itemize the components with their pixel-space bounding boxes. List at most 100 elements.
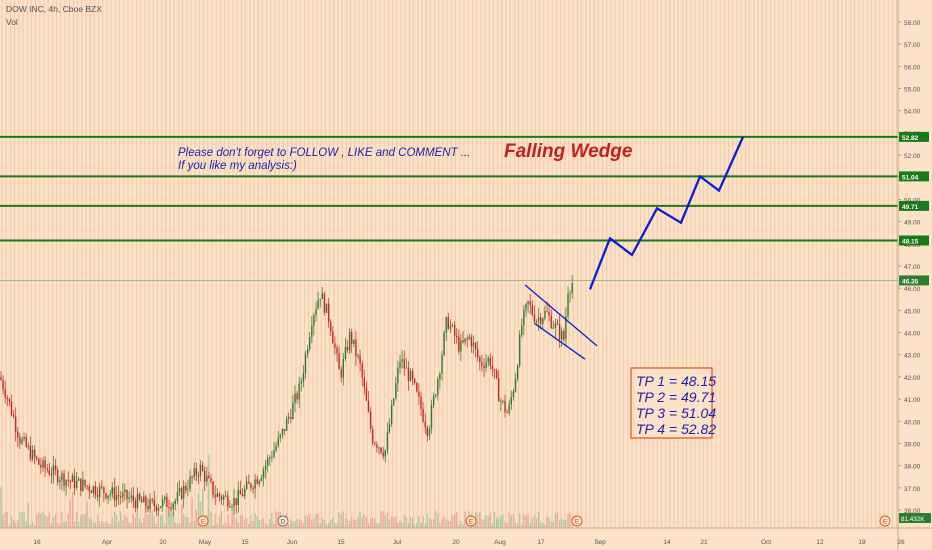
volume-bar [363, 514, 365, 528]
volume-bar [10, 516, 13, 528]
volume-bar [231, 512, 233, 528]
symbol-title: DOW INC, 4h, Cboe BZX [6, 4, 102, 14]
volume-bar [292, 521, 294, 528]
candle-body [424, 421, 426, 428]
candle-body [277, 437, 279, 446]
volume-label-text: 81.432K [901, 516, 925, 523]
volume-bar [487, 516, 489, 528]
volume-bar [15, 522, 17, 528]
y-tick-label: 57.00 [904, 42, 921, 49]
candle-body [69, 480, 71, 482]
candle-body [166, 496, 168, 507]
candle-body [164, 496, 166, 500]
tp4-label: TP 4 = 52.82 [636, 421, 716, 437]
volume-bar [19, 512, 21, 528]
candle-body [447, 317, 449, 329]
volume-bar [409, 516, 412, 528]
volume-bar [191, 497, 193, 528]
price-label-box [899, 200, 929, 211]
x-tick-label: Sep [594, 539, 606, 546]
candles [0, 274, 573, 517]
price-label-text: 49.71 [902, 204, 919, 211]
candle-body [178, 488, 181, 492]
volume-bar [361, 517, 363, 528]
volume-bar [367, 523, 370, 528]
candle-body [340, 369, 342, 378]
candle-body [323, 293, 326, 313]
volume-bar [290, 519, 292, 528]
volume-bar [380, 511, 382, 528]
volume-bar [454, 513, 456, 528]
volume-bar [376, 522, 378, 528]
candle-body [273, 450, 275, 458]
volume-bar [275, 511, 277, 528]
candle-body [403, 359, 405, 369]
candle-body [136, 493, 139, 508]
y-axis[interactable]: 36.00 37.00 38.00 39.00 40.00 41.00 42.00 43.00… [897, 0, 931, 550]
candle-body [25, 436, 27, 447]
x-tick-label: 20 [159, 539, 167, 546]
x-tick-label: 21 [700, 539, 708, 546]
candle-body [61, 473, 63, 481]
candle-body [548, 311, 550, 316]
candle-body [313, 315, 315, 326]
candle-body [523, 309, 525, 326]
candle-body [283, 428, 286, 431]
candle-body [359, 355, 361, 364]
candle-body [493, 369, 496, 371]
candle-body [19, 437, 21, 444]
candle-body [386, 432, 389, 451]
y-tick-label: 39.00 [904, 441, 921, 448]
candle-body [525, 303, 527, 310]
volume-bar [76, 512, 78, 528]
candle-body [485, 362, 487, 369]
volume-bar [466, 524, 468, 528]
volume-bar [227, 514, 229, 528]
candle-body [546, 310, 548, 312]
volume-bar [340, 514, 342, 528]
volume-bar [546, 516, 548, 528]
volume-bar [319, 522, 321, 528]
volume-bar [126, 517, 128, 528]
volume-bar [69, 499, 71, 528]
event-marker-label: D [281, 519, 286, 526]
candle-body [516, 365, 519, 379]
candle-body [456, 335, 458, 337]
candle-body [264, 465, 267, 470]
volume-bar [414, 524, 416, 528]
volume-bar [535, 518, 538, 528]
price-label-text: 46.35 [902, 278, 919, 285]
price-label-box [899, 131, 929, 142]
volume-bar [55, 513, 57, 528]
volume-bar [296, 519, 298, 528]
volume-bar [563, 520, 565, 528]
candle-body [267, 458, 269, 466]
candle-body [554, 323, 557, 328]
volume-bar [80, 514, 82, 528]
tp2-label: TP 2 = 49.71 [636, 389, 716, 405]
candle-body [346, 346, 349, 351]
volume-bar [418, 516, 420, 528]
volume-bar [34, 524, 36, 528]
volume-bar [317, 513, 319, 528]
volume-bar [187, 516, 189, 528]
candle-body [204, 470, 206, 482]
candle-body [6, 397, 8, 399]
volume-bar [248, 524, 250, 528]
candle-body [94, 486, 97, 495]
volume-bar [84, 513, 86, 528]
candle-body [489, 358, 491, 366]
x-axis[interactable]: 16 Apr 20 May 15 Jun 15 Jul 20 Aug 17 Sep 14 21 Oct 12 1… [0, 527, 932, 546]
volume-bar [338, 512, 340, 528]
candle-body [103, 487, 105, 494]
candle-body [504, 400, 506, 413]
volume-bar [162, 514, 164, 528]
y-tick-label: 54.00 [904, 109, 921, 116]
volume-bar [512, 514, 514, 528]
candle-body [153, 500, 155, 507]
candle-body [162, 499, 164, 507]
volume-bar [430, 519, 433, 528]
volume-bar [57, 522, 59, 528]
volume-bar [294, 521, 296, 528]
